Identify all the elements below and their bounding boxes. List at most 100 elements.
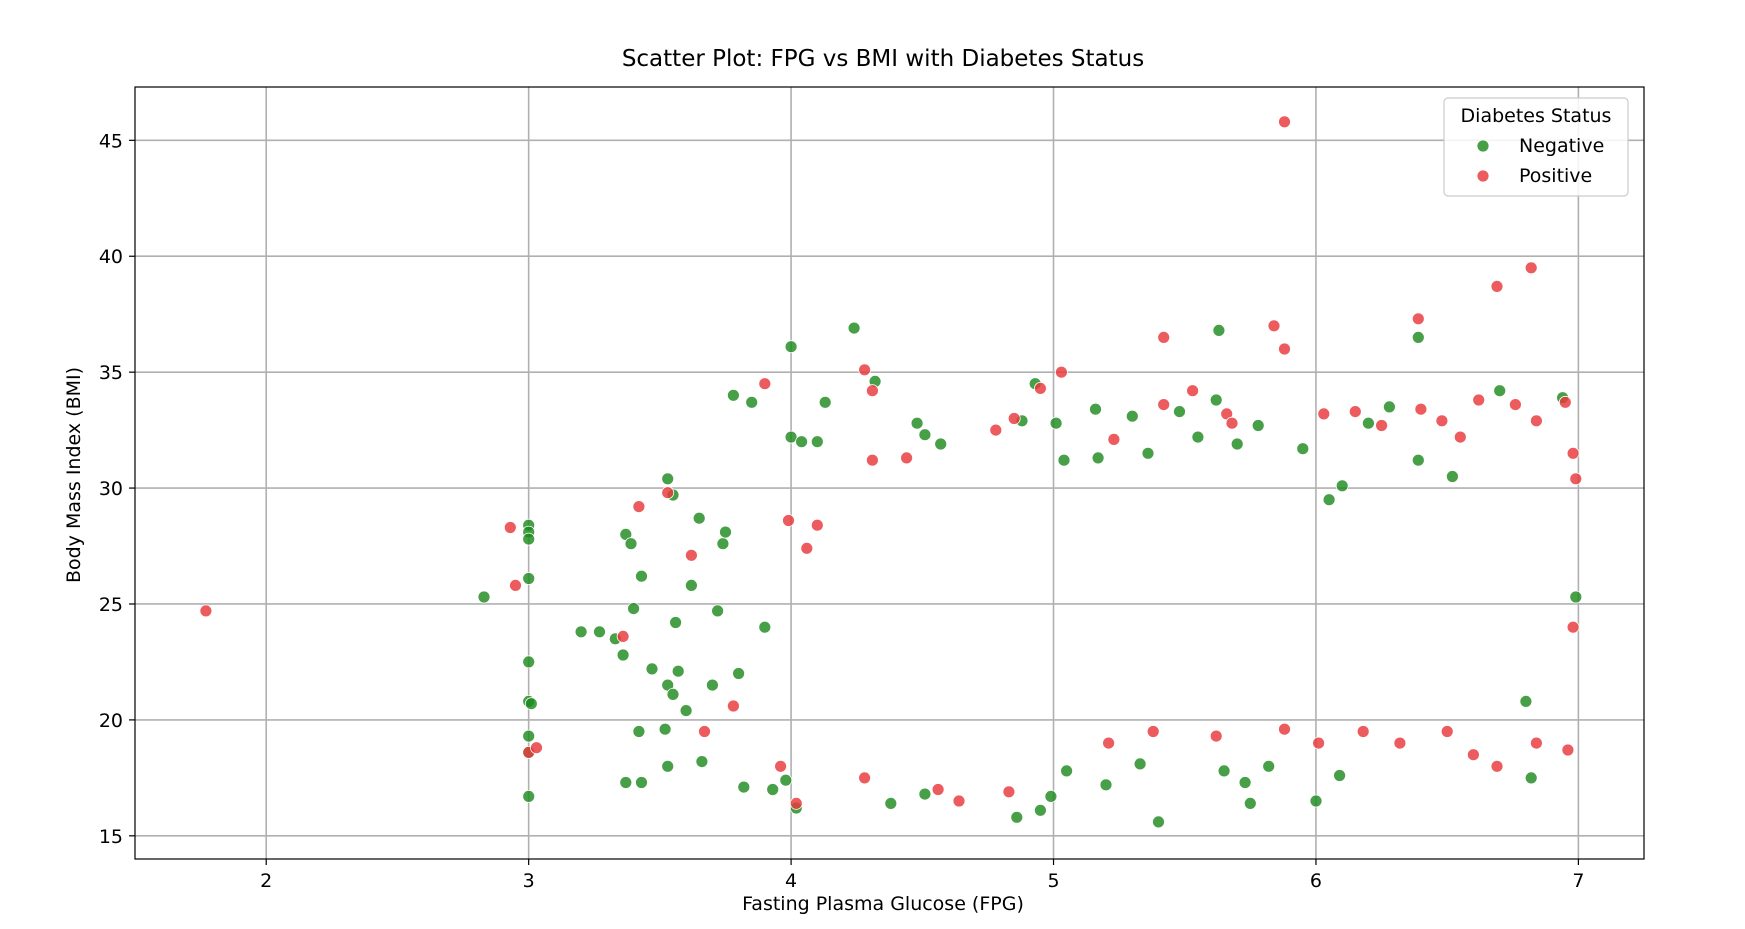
data-point-negative (1493, 384, 1507, 398)
data-point-negative (934, 437, 948, 451)
data-point-positive (1453, 430, 1467, 444)
data-point-negative (766, 783, 780, 796)
data-point-negative (1212, 323, 1226, 337)
data-point-negative (737, 780, 751, 794)
y-tick-label: 20 (99, 710, 123, 732)
legend-label-positive: Positive (1519, 165, 1592, 187)
data-point-negative (635, 569, 648, 583)
data-point-negative (1091, 451, 1105, 465)
data-point-negative (524, 697, 538, 711)
data-point-negative (1335, 479, 1349, 493)
data-point-positive (1524, 261, 1538, 275)
data-point-negative (1309, 794, 1323, 808)
data-point-negative (1411, 330, 1425, 344)
data-point-negative (1296, 442, 1310, 456)
data-point-positive (1317, 407, 1331, 421)
data-point-negative (574, 625, 588, 639)
data-point-positive (1435, 414, 1449, 428)
data-point-negative (658, 722, 672, 736)
data-point-positive (1225, 416, 1239, 430)
data-point-positive (1107, 432, 1121, 446)
data-point-negative (1243, 797, 1257, 810)
data-point-negative (784, 340, 798, 354)
data-point-negative (619, 776, 633, 789)
data-point-positive (952, 794, 966, 808)
data-point-negative (1125, 409, 1139, 423)
data-point-positive (1278, 722, 1291, 736)
data-point-positive (1440, 725, 1454, 738)
data-point-negative (1010, 810, 1024, 824)
data-point-positive (858, 363, 871, 377)
data-point-positive (1312, 736, 1325, 750)
data-point-positive (1157, 398, 1171, 412)
data-point-negative (477, 590, 491, 604)
x-tick-label: 6 (1310, 870, 1322, 892)
data-point-positive (1146, 725, 1160, 738)
data-point-negative (695, 755, 709, 768)
data-points (199, 115, 1583, 829)
data-point-positive (1569, 472, 1583, 486)
y-tick-label: 30 (99, 478, 123, 500)
data-point-negative (661, 472, 675, 486)
data-point-positive (1414, 402, 1428, 416)
data-point-positive (810, 518, 824, 532)
data-point-negative (593, 625, 606, 639)
data-point-negative (679, 704, 693, 717)
data-point-negative (716, 537, 730, 551)
data-point-positive (1278, 115, 1291, 129)
data-point-negative (1238, 776, 1252, 789)
data-point-negative (719, 525, 732, 539)
legend-title: Diabetes Status (1461, 105, 1612, 127)
data-point-positive (931, 783, 945, 796)
data-point-positive (1055, 365, 1068, 379)
data-point-positive (1348, 405, 1362, 419)
data-point-negative (522, 729, 536, 743)
legend-marker-positive (1476, 169, 1490, 183)
chart-title: Scatter Plot: FPG vs BMI with Diabetes S… (622, 46, 1144, 72)
data-point-negative (818, 395, 832, 409)
data-point-negative (1141, 446, 1155, 460)
data-point-negative (1133, 757, 1147, 771)
data-point-negative (1362, 416, 1375, 430)
data-point-negative (884, 797, 898, 810)
data-point-positive (1561, 743, 1575, 757)
data-point-negative (635, 776, 648, 789)
y-tick-label: 45 (99, 130, 123, 152)
data-point-positive (866, 384, 879, 398)
data-point-positive (1034, 381, 1047, 395)
data-point-positive (866, 453, 879, 467)
data-point-negative (627, 602, 640, 615)
data-point-negative (1569, 590, 1583, 604)
data-point-negative (1209, 393, 1223, 407)
data-point-positive (1558, 395, 1572, 409)
x-tick-label: 2 (260, 870, 272, 892)
data-point-positive (1530, 414, 1543, 428)
data-point-negative (810, 435, 824, 449)
grid-lines (135, 87, 1644, 859)
data-point-negative (661, 759, 675, 773)
x-axis-label: Fasting Plasma Glucose (FPG) (742, 893, 1024, 915)
data-point-positive (1375, 419, 1388, 432)
data-point-negative (1060, 764, 1073, 778)
data-point-negative (1230, 437, 1244, 451)
data-point-negative (795, 435, 808, 449)
data-point-positive (1472, 393, 1486, 407)
data-point-positive (1356, 725, 1370, 738)
data-point-negative (918, 428, 932, 442)
data-point-negative (666, 688, 680, 701)
data-point-positive (1157, 330, 1171, 344)
legend-box (1443, 97, 1629, 197)
y-tick-label: 35 (99, 362, 123, 384)
data-point-positive (1530, 736, 1543, 750)
data-point-negative (1446, 470, 1459, 483)
y-axis-label: Body Mass Index (BMI) (63, 367, 85, 583)
data-point-negative (918, 787, 932, 801)
data-point-negative (522, 655, 536, 669)
data-point-positive (1490, 279, 1504, 293)
y-tick-label: 40 (99, 246, 123, 268)
data-point-negative (1191, 430, 1205, 444)
data-point-negative (1044, 790, 1058, 803)
data-point-positive (1102, 736, 1115, 750)
